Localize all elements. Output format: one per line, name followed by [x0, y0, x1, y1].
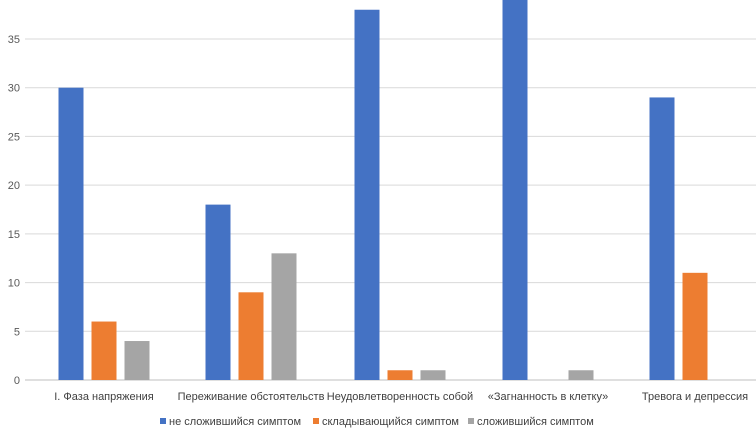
- x-axis-category-labels: I. Фаза напряжения Переживание обстоятель…: [54, 391, 748, 403]
- bar: [649, 97, 675, 380]
- bars: [58, 0, 708, 380]
- y-tick-label: 15: [8, 229, 20, 241]
- legend-label: складывающийся симптом: [322, 416, 459, 428]
- legend-swatch: [313, 418, 319, 424]
- x-category-label: Неудовлетворенность собой: [327, 391, 473, 403]
- bar: [420, 370, 446, 380]
- y-tick-label: 25: [8, 131, 20, 143]
- x-category-label: Переживание обстоятельств: [178, 391, 325, 403]
- legend-item: складывающийся симптом: [313, 416, 459, 428]
- bar: [58, 87, 84, 380]
- y-tick-label: 30: [8, 83, 20, 95]
- legend-item: сложившийся симптом: [468, 416, 594, 428]
- bar: [124, 341, 150, 380]
- bar: [205, 204, 231, 380]
- legend-swatch: [160, 418, 166, 424]
- x-category-label: «Загнанность в клетку»: [488, 391, 608, 403]
- y-tick-label: 0: [14, 375, 20, 387]
- legend-label: не сложившийся симптом: [169, 416, 301, 428]
- bar: [354, 9, 380, 380]
- y-tick-label: 10: [8, 278, 20, 290]
- bar: [91, 321, 117, 380]
- bar: [682, 272, 708, 380]
- y-tick-label: 20: [8, 180, 20, 192]
- legend-swatch: [468, 418, 474, 424]
- legend: не сложившийся симптом складывающийся сим…: [160, 416, 594, 428]
- bar: [387, 370, 413, 380]
- bar: [502, 0, 528, 380]
- y-tick-label: 35: [8, 34, 20, 46]
- x-category-label: I. Фаза напряжения: [54, 391, 154, 403]
- y-tick-label: 5: [14, 326, 20, 338]
- legend-label: сложившийся симптом: [477, 416, 594, 428]
- legend-item: не сложившийся симптом: [160, 416, 301, 428]
- bar: [271, 253, 297, 380]
- bar: [568, 370, 594, 380]
- gridlines: [25, 38, 756, 381]
- x-category-label: Тревога и депрессия: [642, 391, 748, 403]
- bar: [238, 292, 264, 380]
- y-axis-ticks: 0 5 10 15 20 25 30 35: [8, 34, 20, 387]
